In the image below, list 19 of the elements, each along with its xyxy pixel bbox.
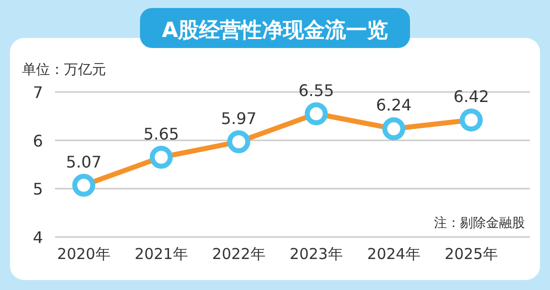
data-label: 5.07 — [66, 152, 102, 172]
y-axis-title: 单位：万亿元 — [22, 62, 106, 78]
y-tick-label: 5 — [32, 180, 43, 199]
y-tick-label: 4 — [32, 228, 43, 247]
data-label: 5.97 — [220, 108, 257, 128]
annotation: 注：剔除金融股 — [434, 216, 525, 231]
chart-title: A股经营性净现金流一览 — [162, 18, 388, 42]
data-label: 5.65 — [143, 124, 180, 144]
x-tick-label: 2023年 — [290, 245, 343, 263]
x-tick-label: 2020年 — [57, 245, 110, 263]
data-label: 6.55 — [298, 80, 334, 100]
y-tick-label: 7 — [32, 83, 43, 102]
x-tick-label: 2022年 — [212, 245, 266, 263]
data-label: 6.24 — [376, 96, 412, 115]
data-label: 6.42 — [453, 87, 490, 106]
x-tick-label: 2025年 — [444, 245, 498, 263]
x-tick-label: 2021年 — [134, 245, 188, 263]
x-tick-label: 2024年 — [367, 245, 420, 263]
y-tick-label: 6 — [32, 131, 43, 150]
